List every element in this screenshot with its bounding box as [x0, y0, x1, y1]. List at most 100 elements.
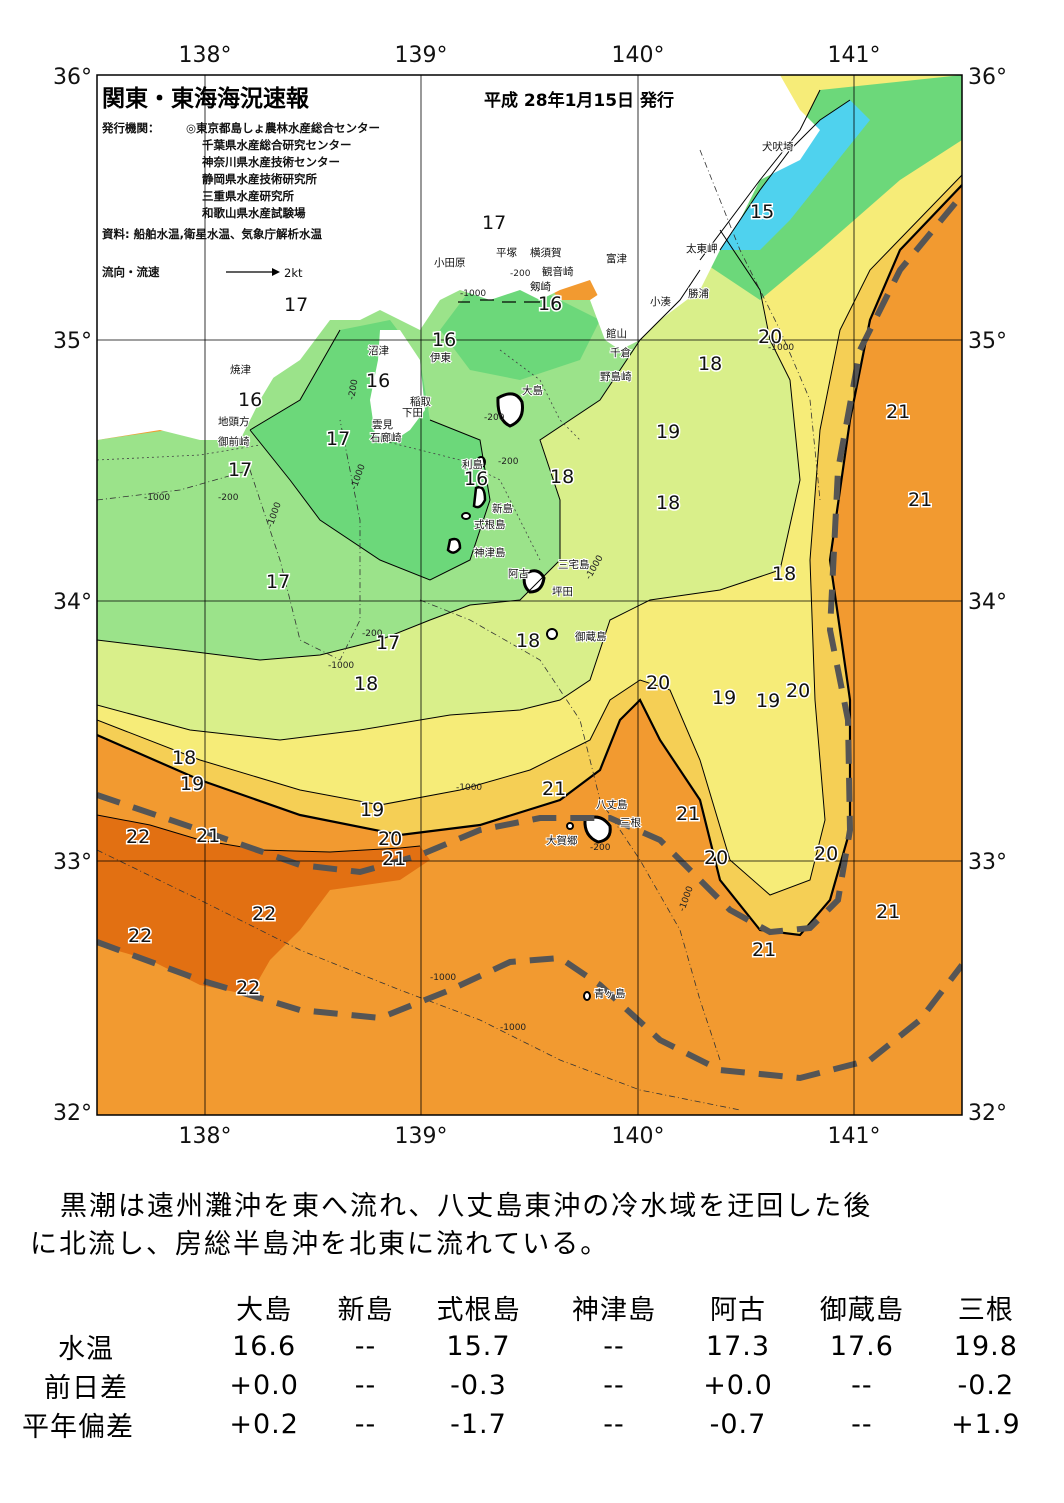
isotherm-label: 17: [326, 428, 350, 450]
zone-22: [97, 815, 430, 995]
depth-label: -200: [510, 269, 531, 279]
depth-labels: -1000 -1000 -1000 -1000 -1000 -1000 -100…: [144, 269, 794, 1033]
place-label: 式根島: [474, 518, 506, 531]
land-chiba-tip: [590, 290, 660, 350]
land-shizuoka-coast: [97, 75, 390, 440]
lat-label: 34°: [968, 590, 1007, 615]
map-title: 関東・東海海況速報: [102, 85, 310, 112]
depth-label: -200: [218, 493, 239, 503]
isotherm-label: 19: [656, 421, 680, 443]
zone-15: [720, 100, 870, 250]
isotherm-label: 19: [360, 799, 384, 821]
table-cell: +0.0: [703, 1370, 773, 1401]
place-label: 御前崎: [218, 435, 250, 448]
table-cell: 17.3: [705, 1331, 771, 1362]
depth-label: -200: [484, 413, 505, 423]
place-label: 神津島: [474, 546, 506, 559]
isotherm-label: 22: [236, 977, 260, 999]
table-cell: --: [851, 1409, 873, 1440]
isotherm-label: 21: [752, 939, 776, 961]
island-miyakejima: [522, 569, 546, 594]
flow-arrows: [458, 299, 540, 303]
table-cell: --: [603, 1331, 625, 1362]
depth-label: -1000: [456, 783, 482, 793]
lon-label: 141°: [828, 43, 881, 68]
isotherm-label: 16: [464, 468, 488, 490]
isotherm-label: 17: [266, 571, 290, 593]
column-header: 阿古: [709, 1295, 766, 1326]
isotherm-label: 18: [550, 466, 574, 488]
depth-label: -1000: [328, 661, 354, 671]
depth-label: -200: [498, 457, 519, 467]
place-labels: 犬吠埼 太東岬 勝浦 小湊 富津 横須賀 平塚 観音崎 剱崎 小田原 館山 千倉…: [217, 139, 795, 1001]
isotherm-label: 20: [758, 326, 782, 348]
lon-labels-top: 138° 139° 140° 141°: [179, 43, 881, 68]
table-cell: 16.6: [232, 1331, 297, 1362]
issuer-item: 静岡県水産技術研究所: [202, 172, 317, 186]
place-label: 地頭方: [218, 415, 250, 428]
lat-labels-right: 36° 35° 34° 33° 32°: [968, 65, 1007, 1126]
graticule: [97, 75, 962, 1115]
zone-16b: [440, 280, 600, 380]
place-label: 稲取: [410, 396, 431, 408]
place-label: 小湊: [650, 295, 671, 308]
depth-contours-200: [97, 349, 581, 561]
place-label: 剱崎: [530, 280, 551, 293]
column-header: 三根: [957, 1295, 1014, 1326]
table-cell: 19.8: [953, 1331, 1018, 1362]
isotherm-label: 21: [876, 901, 900, 923]
lon-label: 138°: [179, 1124, 232, 1149]
lon-label: 141°: [828, 1124, 881, 1149]
isotherm-label: 22: [252, 903, 276, 925]
isotherm-label: 20: [378, 828, 402, 850]
place-label: 館山: [606, 327, 627, 340]
table-cell: --: [354, 1370, 377, 1401]
row-label: 水温: [58, 1334, 114, 1365]
depth-contours: [97, 149, 821, 1111]
table-cell: 15.7: [446, 1331, 511, 1362]
summary-line: 黒潮は遠州灘沖を東へ流れ、八丈島東沖の冷水域を迂回した後: [60, 1191, 873, 1222]
isotherm-label: 18: [516, 630, 540, 652]
issuer-item: 神奈川県水産技術センター: [202, 155, 340, 169]
place-label: 八丈島: [596, 798, 628, 811]
table-corner: [22, 1288, 208, 1327]
place-label: 三宅島: [558, 558, 590, 571]
isotherm-label: 18: [354, 673, 378, 695]
lon-labels-bottom: 138° 139° 140° 141°: [179, 1124, 881, 1149]
place-label: 下田: [402, 407, 423, 419]
issuer-item: 和歌山県水産試験場: [202, 206, 306, 220]
isotherm-label: 18: [172, 747, 196, 769]
isotherm-label: 22: [126, 826, 150, 848]
place-label: 利島: [462, 458, 483, 471]
table-cell: -1.7: [450, 1409, 507, 1440]
lon-label: 139°: [395, 1124, 448, 1149]
place-label: 横須賀: [530, 246, 562, 259]
place-label: 新島: [492, 502, 513, 515]
isotherm-label: 21: [382, 848, 406, 870]
isotherm-label: 22: [128, 925, 152, 947]
situation-summary: 黒潮は遠州灘沖を東へ流れ、八丈島東沖の冷水域を迂回した後 に北流し、房総半島沖を…: [30, 1188, 1030, 1264]
depth-label: -1000: [768, 343, 794, 353]
lon-label: 138°: [179, 43, 232, 68]
table-row: 前日差 +0.0 -- -0.3 -- +0.0 -- -0.2: [22, 1366, 1042, 1405]
table-cell: --: [603, 1409, 625, 1440]
lat-label: 35°: [968, 329, 1007, 354]
lat-label: 32°: [968, 1101, 1007, 1126]
island-hachijo-kojima: [566, 822, 574, 830]
column-header: 新島: [337, 1295, 394, 1326]
isotherm-label: 21: [196, 825, 220, 847]
isotherm-label: 21: [676, 803, 700, 825]
isotherm-label: 18: [656, 492, 680, 514]
lat-label: 33°: [53, 850, 92, 875]
place-label: 太東岬: [686, 242, 718, 255]
place-label: 小田原: [434, 257, 466, 269]
lon-label: 140°: [612, 43, 665, 68]
lat-label: 34°: [53, 590, 92, 615]
column-header: 御蔵島: [819, 1295, 904, 1326]
lat-label: 36°: [968, 65, 1007, 90]
place-label: 御蔵島: [575, 630, 607, 643]
place-label: 青ヶ島: [594, 987, 626, 1000]
place-label: 焼津: [230, 364, 251, 376]
depth-label: -1000: [430, 973, 456, 983]
isotherm-label: 18: [698, 353, 722, 375]
